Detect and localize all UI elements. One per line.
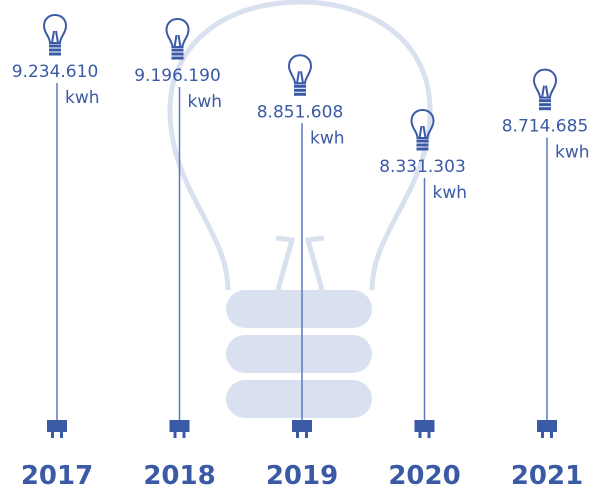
year-label: 2020 [388, 461, 460, 489]
plug [292, 420, 312, 432]
bulb-glass [287, 54, 313, 85]
plug-pin [541, 432, 544, 438]
plug-pin [182, 432, 186, 438]
value-label: 8.851.608 [257, 102, 344, 122]
plug-pin [296, 432, 299, 438]
bulb-glass [165, 18, 190, 49]
value-label: 9.196.190 [134, 66, 221, 86]
plug-pin [305, 432, 308, 438]
unit-label: kwh [555, 143, 590, 163]
year-label: 2018 [143, 461, 215, 489]
plug-pin [427, 432, 431, 438]
plug-pin [60, 432, 63, 438]
plug [414, 420, 435, 432]
unit-label: kwh [188, 92, 223, 112]
plug [169, 420, 190, 432]
year-label: 2019 [266, 461, 338, 489]
value-label: 8.714.685 [502, 117, 589, 137]
bulb-glass [42, 13, 68, 44]
value-label: 9.234.610 [12, 62, 99, 82]
plug [47, 420, 67, 432]
plug-pin [51, 432, 54, 438]
plug-pin [173, 432, 177, 438]
unit-label: kwh [65, 88, 100, 108]
bulb-icon [287, 54, 313, 96]
bulb-icon [165, 18, 190, 60]
value-label: 8.331.303 [379, 157, 466, 177]
bulb-icon [410, 108, 435, 151]
background-bulb [167, 0, 433, 291]
unit-label: kwh [433, 183, 468, 203]
bulb-glass [410, 108, 435, 139]
bulb-icon [532, 68, 558, 111]
unit-label: kwh [310, 128, 345, 148]
plug-pin [550, 432, 553, 438]
plug [537, 420, 557, 432]
plug-pin [418, 432, 422, 438]
bulb-icon [42, 13, 68, 56]
background-bulb-base [226, 290, 372, 418]
year-label: 2017 [21, 461, 93, 489]
year-label: 2021 [511, 461, 583, 489]
bulb-glass [532, 68, 558, 99]
